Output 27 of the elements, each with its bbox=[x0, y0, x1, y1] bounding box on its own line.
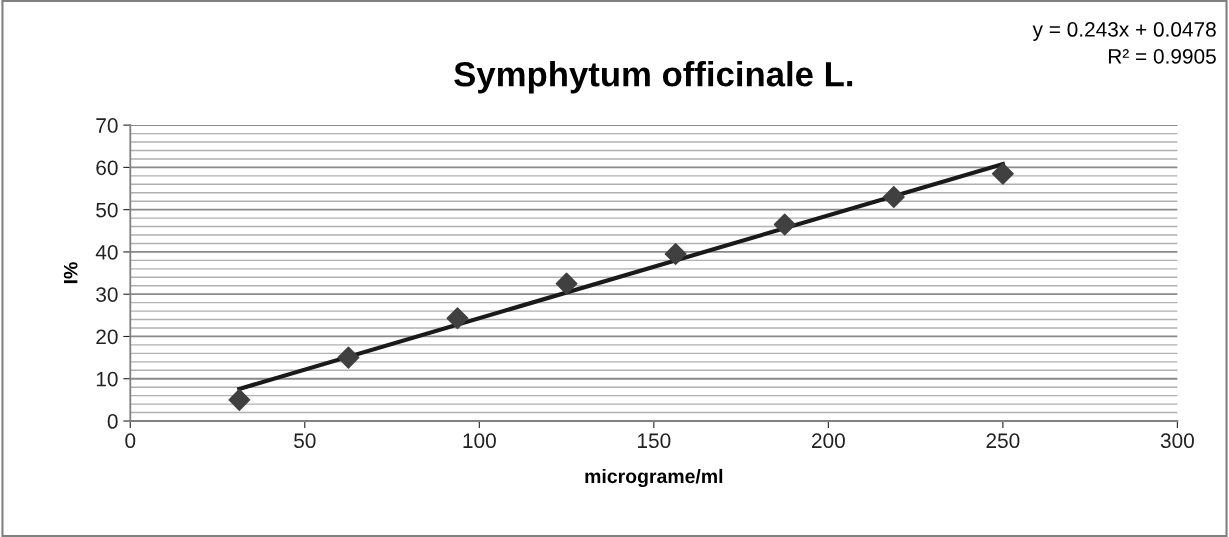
x-tick-label: 50 bbox=[294, 433, 316, 449]
point bbox=[773, 213, 796, 236]
x-axis-title: micrograme/ml bbox=[585, 468, 723, 488]
y-tick-label: 20 bbox=[96, 329, 118, 345]
y-tick-label: 30 bbox=[96, 287, 118, 302]
y-tick-label: 0 bbox=[107, 414, 118, 429]
y-tick-label: 70 bbox=[96, 118, 118, 133]
point bbox=[337, 346, 360, 369]
point bbox=[555, 272, 578, 295]
x-tick-label: 0 bbox=[125, 433, 136, 449]
point bbox=[664, 243, 687, 266]
point bbox=[991, 162, 1014, 185]
point bbox=[446, 307, 469, 330]
chart-title: Symphytum officinale L. bbox=[454, 61, 853, 94]
text: y = 0.243x + 0.0478 R² = 0.9905 bbox=[1032, 22, 1216, 64]
point bbox=[228, 388, 251, 411]
x-tick-label: 200 bbox=[812, 433, 845, 449]
y-tick-label: 50 bbox=[96, 202, 118, 218]
y-axis-title: I% bbox=[63, 262, 78, 284]
x-tick-label: 100 bbox=[463, 433, 496, 449]
point bbox=[882, 185, 905, 208]
y-tick-label: 10 bbox=[96, 371, 118, 387]
x-tick-label: 150 bbox=[638, 433, 671, 449]
x-tick-label: 250 bbox=[986, 433, 1020, 449]
y-tick-label: 40 bbox=[95, 244, 118, 260]
y-tick-label: 60 bbox=[96, 160, 118, 176]
x-tick-label: 300 bbox=[1160, 433, 1194, 449]
